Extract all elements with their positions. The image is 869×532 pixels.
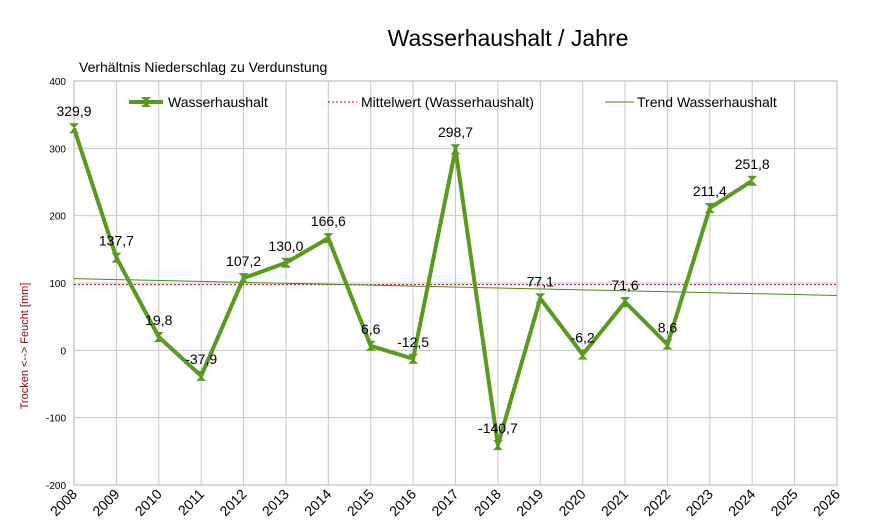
data-point (365, 340, 376, 351)
y-axis-ticks: -200 -100 0 100 200 300 400 (46, 77, 66, 492)
y-tick-label: 300 (49, 144, 66, 155)
data-label: -12,5 (397, 334, 429, 350)
x-tick-label: 2010 (132, 486, 165, 519)
x-tick-label: 2026 (810, 486, 843, 519)
y-tick-label: 0 (60, 346, 66, 357)
data-point (69, 123, 79, 134)
x-tick-label: 2013 (259, 486, 292, 519)
data-point (408, 353, 419, 364)
data-label: -6,2 (571, 330, 595, 346)
gridlines (73, 80, 838, 486)
data-point (280, 257, 291, 268)
data-point (323, 233, 334, 244)
y-tick-label: -100 (46, 414, 66, 425)
y-axis-label: Trocken <--> Feucht [mm] (19, 283, 31, 410)
legend-label-wasserhaushalt: Wasserhaushalt (168, 94, 268, 110)
data-label: 329,9 (56, 103, 91, 119)
x-tick-label: 2011 (175, 486, 208, 519)
legend-marker-icon (141, 102, 151, 107)
x-tick-label: 2017 (428, 486, 461, 519)
data-point (577, 349, 588, 360)
data-label: 211,4 (693, 183, 727, 199)
x-tick-label: 2018 (471, 486, 504, 519)
data-point (620, 297, 631, 308)
x-tick-label: 2016 (386, 486, 419, 519)
y-tick-label: 100 (49, 279, 66, 290)
data-label: 71,6 (611, 277, 638, 293)
data-label: 298,7 (438, 124, 473, 140)
data-point (704, 202, 715, 213)
x-tick-label: 2024 (725, 486, 758, 519)
y-tick-label: 200 (49, 212, 66, 223)
data-label: 130,0 (268, 238, 303, 254)
y-tick-label: -200 (46, 481, 66, 492)
plot-area-border (73, 80, 838, 486)
data-point (492, 440, 503, 451)
data-label: 137,7 (99, 233, 134, 249)
data-point (450, 144, 461, 155)
reference-lines (73, 278, 838, 296)
data-point (238, 273, 249, 284)
legend: Wasserhaushalt Mittelwert (Wasserhaushal… (129, 94, 777, 110)
data-point (747, 175, 758, 186)
data-point (111, 252, 122, 263)
data-label: -37,9 (185, 351, 217, 367)
legend-label-trend: Trend Wasserhaushalt (637, 94, 777, 110)
x-tick-label: 2021 (598, 486, 631, 519)
data-point (662, 339, 673, 350)
data-label: 19,8 (145, 312, 172, 328)
data-label: 166,6 (311, 213, 346, 229)
x-tick-label: 2015 (343, 486, 376, 519)
data-point (153, 332, 164, 343)
legend-label-mittelwert: Mittelwert (Wasserhaushalt) (361, 94, 534, 110)
trend-line (73, 278, 838, 296)
data-label: 107,2 (226, 253, 261, 269)
data-label: 251,8 (735, 156, 770, 172)
data-label: 77,1 (527, 273, 554, 289)
series-line-wasserhaushalt (72, 127, 754, 448)
data-label: 8,6 (658, 320, 678, 336)
x-tick-label: 2022 (640, 486, 673, 519)
x-axis-ticks: 2008 2009 2010 2011 2012 2013 2014 2015 2016 2017… (47, 486, 843, 519)
y-tick-label: 400 (49, 77, 66, 88)
x-tick-label: 2014 (301, 486, 334, 519)
data-point (535, 293, 546, 304)
chart-title: Wasserhaushalt / Jahre (388, 25, 629, 51)
data-label: -140,7 (478, 420, 518, 436)
data-point (196, 370, 207, 381)
data-labels: 329,9 137,7 19,8 -37,9 107,2 130,0 166,6 6,6 -12… (56, 103, 769, 436)
x-tick-label: 2019 (513, 486, 546, 519)
x-tick-label: 2009 (89, 486, 122, 519)
x-tick-label: 2020 (555, 486, 588, 519)
chart-subtitle: Verhältnis Niederschlag zu Verdunstung (79, 59, 327, 75)
x-tick-label: 2025 (767, 486, 800, 519)
x-tick-label: 2012 (216, 486, 249, 519)
legend-marker-icon (141, 97, 151, 102)
x-tick-label: 2023 (683, 486, 716, 519)
data-label: 6,6 (361, 321, 381, 337)
data-series (69, 123, 758, 451)
